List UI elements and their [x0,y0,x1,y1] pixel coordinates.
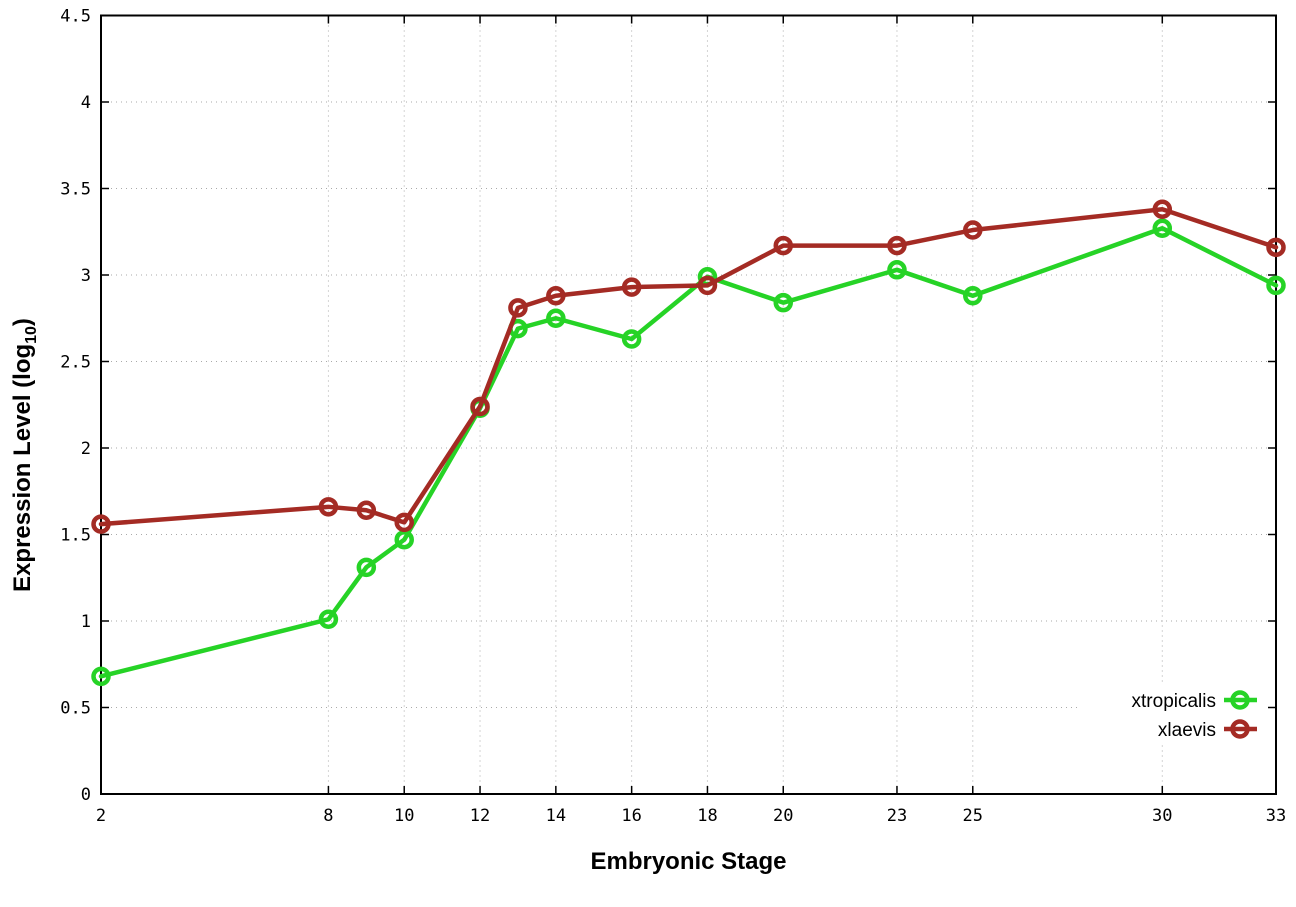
data-point-marker-xtropicalis [887,260,907,280]
y-tick-label: 4 [81,93,91,113]
data-point-marker-xlaevis [1152,199,1173,220]
y-tick-label: 0 [81,785,91,805]
y-tick-label: 3.5 [60,180,91,200]
legend-sample-marker-xtropicalis [1230,690,1250,710]
data-point-marker-xlaevis [318,497,339,517]
data-point-marker-xlaevis [546,286,566,306]
y-tick-label: 1 [81,612,91,632]
x-tick-label: 33 [1266,806,1286,826]
data-point-marker-xlaevis [470,396,490,417]
data-point-marker-xtropicalis [963,286,983,306]
x-tick-label: 30 [1152,806,1172,826]
tick-marks [100,14,1277,795]
x-tick-label: 12 [470,806,490,826]
x-tick-labels: 2 8 10 12 14 16 18 20 23 25 30 33 [96,806,1286,826]
y-tick-label: 2.5 [60,353,91,373]
gridlines [100,15,1277,795]
data-point-marker-xlaevis [394,512,414,533]
legend-label-xtropicalis: xtropicalis [1132,691,1216,712]
y-tick-label: 3 [81,266,91,286]
data-point-marker-xlaevis [1266,237,1286,258]
data-point-marker-xtropicalis [394,529,414,550]
x-tick-label: 18 [697,806,717,826]
x-tick-label: 10 [394,806,414,826]
series-xtropicalis [91,218,1286,687]
data-point-marker-xtropicalis [356,557,377,578]
data-point-marker-xtropicalis [773,292,794,313]
data-point-marker-xlaevis [621,277,642,297]
y-tick-label: 1.5 [60,526,91,546]
x-tick-label: 2 [96,806,106,826]
y-axis-title: Expression Level (log10) [9,318,40,592]
x-tick-label: 20 [773,806,793,826]
data-point-marker-xlaevis [773,235,794,256]
data-point-marker-xtropicalis [546,308,566,328]
data-point-marker-xlaevis [356,500,377,521]
legend-entry-xlaevis: xlaevis [1158,719,1257,741]
x-tick-label: 25 [963,806,983,826]
y-tick-label: 0.5 [60,699,91,719]
y-tick-labels: 0 0.5 1 1.5 2 2.5 3 3.5 4 4.5 [60,7,91,806]
data-point-marker-xlaevis [508,298,528,318]
data-point-marker-xtropicalis [1266,275,1286,296]
legend-label-xlaevis: xlaevis [1158,720,1216,741]
x-tick-label: 14 [546,806,566,826]
data-point-marker-xtropicalis [1152,218,1173,239]
data-point-marker-xlaevis [697,275,718,296]
y-tick-label: 4.5 [60,7,91,27]
legend-entry-xtropicalis: xtropicalis [1132,690,1257,712]
data-point-marker-xlaevis [887,235,907,256]
x-axis-title: Embryonic Stage [590,848,786,875]
series-xlaevis [91,199,1286,534]
plot-border [100,14,1277,795]
data-point-marker-xtropicalis [91,666,111,687]
data-point-marker-xlaevis [91,514,111,534]
x-tick-label: 8 [323,806,333,826]
x-tick-label: 23 [887,806,907,826]
series-line-xlaevis [98,207,1279,527]
x-tick-label: 16 [621,806,641,826]
y-tick-label: 2 [81,439,91,459]
data-point-marker-xlaevis [963,220,983,240]
legend-sample-marker-xlaevis [1230,719,1250,739]
series-line-xtropicalis [98,226,1279,679]
data-point-marker-xtropicalis [318,609,339,630]
data-point-marker-xtropicalis [621,329,642,349]
